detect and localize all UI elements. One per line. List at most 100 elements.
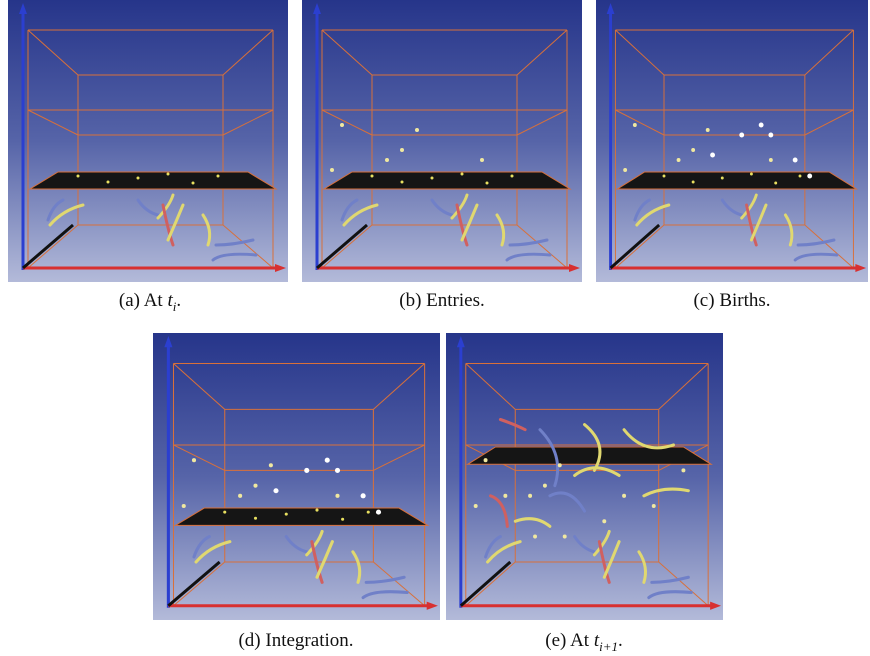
particle [623, 168, 627, 172]
particle [367, 511, 370, 514]
plane [30, 172, 276, 189]
caption-label: (c) [693, 290, 714, 311]
caption: (a) At ti. [60, 290, 240, 315]
particle [137, 177, 140, 180]
particle [721, 177, 724, 180]
caption-subscript: i+1 [599, 639, 618, 654]
particle [706, 128, 710, 132]
plane [324, 172, 570, 189]
particle [77, 175, 80, 178]
particle [739, 133, 744, 138]
caption: (c) Births. [642, 290, 822, 312]
particle [371, 175, 374, 178]
caption-text: Entries. [426, 290, 485, 311]
caption: (b) Entries. [352, 290, 532, 312]
particle [107, 181, 110, 184]
particle [192, 458, 196, 462]
particle [340, 123, 344, 127]
scene-panel [596, 0, 868, 282]
particle [273, 488, 278, 493]
particle [254, 517, 257, 520]
particle [330, 168, 334, 172]
particle [431, 177, 434, 180]
caption-label: (b) [399, 290, 421, 311]
particle [691, 148, 695, 152]
particle [376, 510, 381, 515]
particle [563, 535, 567, 539]
caption-label: (e) [545, 630, 566, 651]
caption-text: Integration. [265, 630, 353, 651]
particle [192, 182, 195, 185]
background [153, 333, 440, 620]
particle [799, 175, 802, 178]
particle [253, 484, 257, 488]
particle [182, 504, 186, 508]
particle [238, 494, 242, 498]
particle [304, 468, 309, 473]
particle [807, 174, 812, 179]
scene-panel [8, 0, 288, 282]
caption-text: Births. [719, 290, 770, 311]
scene-panel [446, 333, 723, 620]
particle [461, 173, 464, 176]
caption: (d) Integration. [206, 630, 386, 652]
particle [710, 153, 715, 158]
particle [285, 513, 288, 516]
particle [474, 504, 478, 508]
particle [269, 463, 273, 467]
particle [768, 133, 773, 138]
caption-text: At [144, 290, 163, 311]
plane [617, 172, 856, 189]
particle [602, 519, 606, 523]
particle [480, 158, 484, 162]
caption: (e) At ti+1. [494, 630, 674, 655]
background [596, 0, 868, 282]
caption-end: . [176, 290, 181, 311]
particle [543, 484, 547, 488]
plane [176, 508, 428, 525]
particle [167, 173, 170, 176]
background [8, 0, 288, 282]
particle [484, 458, 488, 462]
particle [750, 173, 753, 176]
particle [759, 123, 764, 128]
particle [486, 182, 489, 185]
particle [633, 123, 637, 127]
caption-end: . [618, 630, 623, 651]
particle [511, 175, 514, 178]
particle [528, 494, 532, 498]
particle [385, 158, 389, 162]
particle [361, 493, 366, 498]
particle [415, 128, 419, 132]
caption-text: At [570, 630, 589, 651]
scene-panel [302, 0, 582, 282]
particle [217, 175, 220, 178]
particle [652, 504, 656, 508]
particle [663, 175, 666, 178]
particle [341, 518, 344, 521]
plane [468, 447, 711, 464]
particle [692, 181, 695, 184]
particle [622, 494, 626, 498]
caption-label: (a) [119, 290, 140, 311]
background [302, 0, 582, 282]
particle [335, 494, 339, 498]
particle [335, 468, 340, 473]
particle [793, 158, 798, 163]
particle [400, 148, 404, 152]
particle [681, 468, 685, 472]
particle [677, 158, 681, 162]
particle [533, 535, 537, 539]
scene-panel [153, 333, 440, 620]
particle [325, 458, 330, 463]
caption-label: (d) [238, 630, 260, 651]
particle [223, 511, 226, 514]
figure-page: (a) At ti. (b) Entries. (c) Births. (d) … [0, 0, 870, 656]
particle [558, 463, 562, 467]
particle [774, 182, 777, 185]
particle [315, 509, 318, 512]
particle [503, 494, 507, 498]
background [446, 333, 723, 620]
particle [401, 181, 404, 184]
particle [769, 158, 773, 162]
